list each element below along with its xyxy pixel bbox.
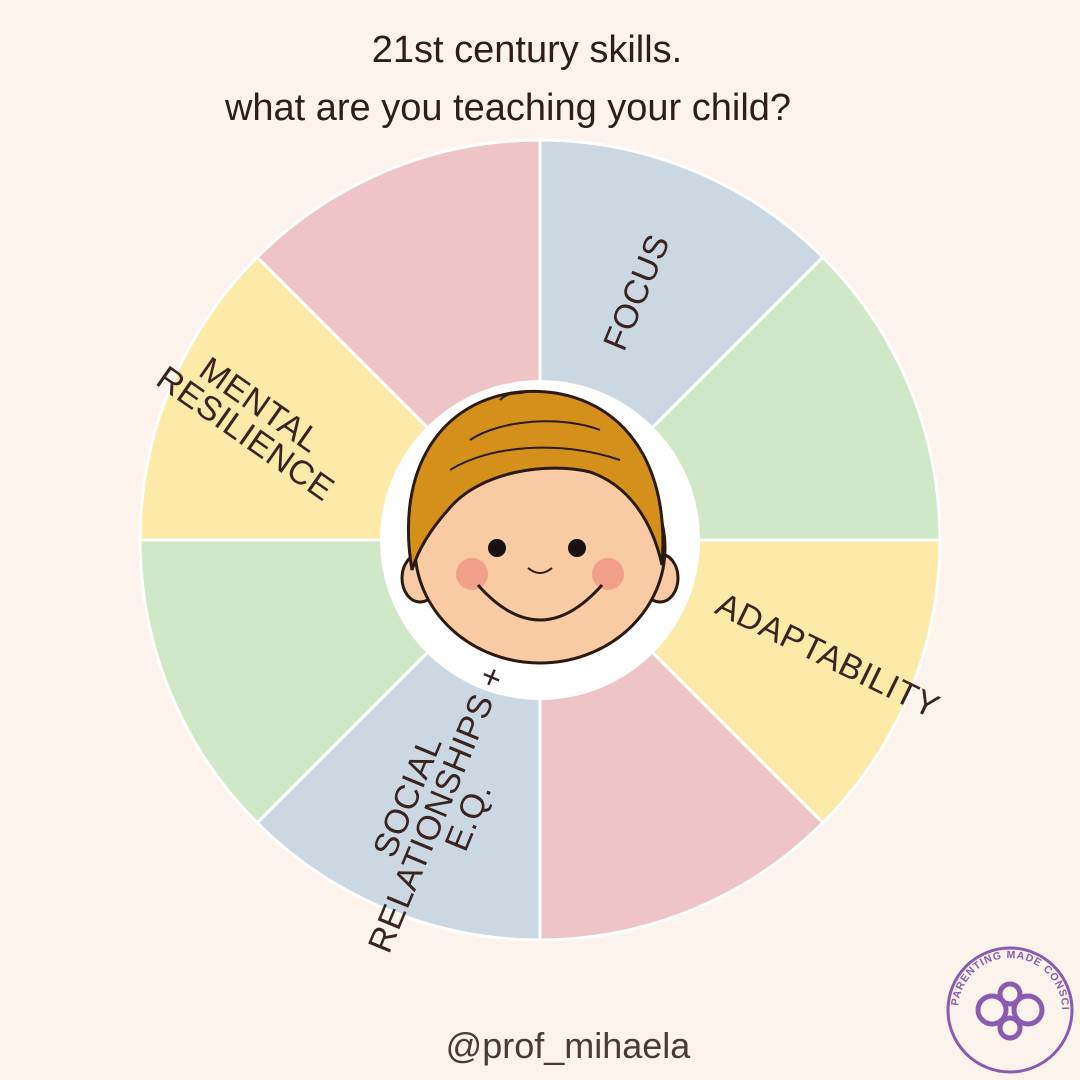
logo-ring <box>946 946 1074 1074</box>
cheek <box>456 558 488 590</box>
eye <box>488 539 506 557</box>
logo-symbol <box>975 981 1045 1041</box>
eye <box>568 539 586 557</box>
title-line: 21st century skills. <box>372 29 682 71</box>
child-face <box>400 389 680 665</box>
cheek <box>592 558 624 590</box>
title-line: what are you teaching your child? <box>224 87 791 129</box>
smile <box>476 584 604 622</box>
hair-strands <box>449 391 621 471</box>
nose <box>527 567 553 574</box>
hair <box>407 389 665 571</box>
handle: @prof_mihaela <box>446 1025 692 1066</box>
